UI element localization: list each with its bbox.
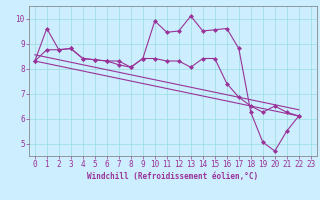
X-axis label: Windchill (Refroidissement éolien,°C): Windchill (Refroidissement éolien,°C) xyxy=(87,172,258,181)
